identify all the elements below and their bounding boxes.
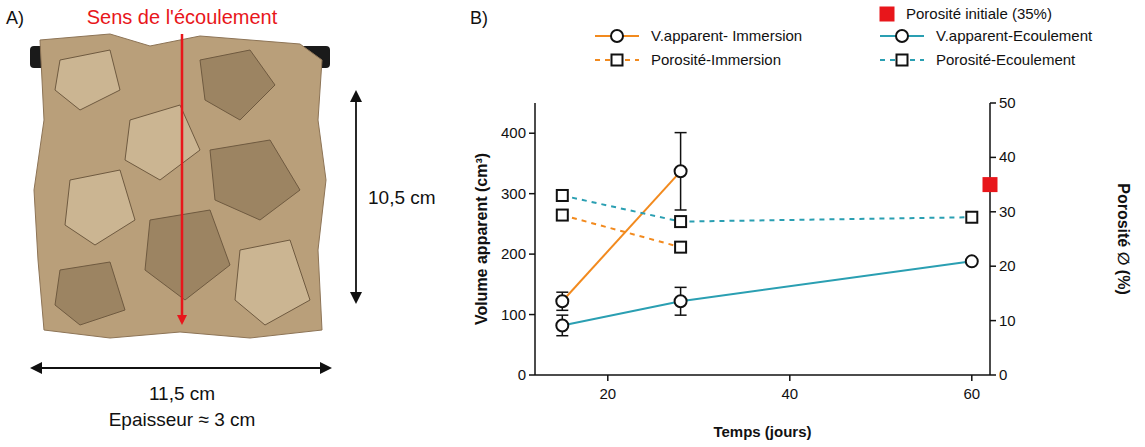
error-cap	[556, 310, 568, 312]
series-line	[562, 171, 680, 301]
x-axis-line	[535, 374, 990, 376]
y-tick	[529, 193, 535, 195]
legend-marker	[897, 55, 908, 66]
rock	[145, 210, 230, 300]
y2-tick-label: 0	[999, 366, 1007, 383]
y-tick-label: 300	[501, 185, 526, 202]
data-point	[966, 255, 978, 267]
y-tick	[529, 253, 535, 255]
legend-marker	[612, 55, 623, 66]
rock	[55, 50, 120, 110]
error-bar	[556, 292, 568, 310]
y2-tick	[990, 265, 996, 267]
rock	[55, 262, 125, 325]
rock	[125, 105, 200, 180]
error-cap	[675, 287, 687, 289]
y2-tick	[990, 102, 996, 104]
data-point	[675, 242, 686, 253]
rock	[210, 140, 300, 220]
error-bar	[556, 315, 568, 336]
thickness-label: Epaisseur ≈ 3 cm	[109, 409, 256, 430]
series-line	[562, 261, 972, 325]
data-point	[557, 190, 568, 201]
x-tick-label: 40	[781, 385, 798, 402]
error-cap	[556, 291, 568, 293]
legend-label: V.apparent-Ecoulement	[936, 27, 1093, 44]
data-point	[557, 210, 568, 221]
legend-marker	[881, 8, 894, 21]
x-axis-title: Temps (jours)	[713, 423, 811, 440]
y2-tick	[990, 157, 996, 159]
legend-label: Porosité-Immersion	[651, 51, 781, 68]
error-bar	[675, 133, 687, 210]
rock	[65, 170, 135, 245]
series-line	[562, 215, 680, 247]
y2-tick-label: 20	[999, 257, 1016, 274]
x-tick-label: 20	[599, 385, 616, 402]
rock	[200, 50, 275, 120]
error-bar	[675, 287, 687, 315]
data-point	[675, 165, 687, 177]
y2-tick	[990, 211, 996, 213]
data-point	[984, 178, 997, 191]
data-point	[675, 216, 686, 227]
y2-tick-label: 50	[999, 94, 1016, 111]
legend-label: Porosité-Ecoulement	[936, 51, 1076, 68]
y-axis-line	[534, 103, 536, 375]
rock	[235, 240, 310, 325]
x-tick	[971, 375, 973, 381]
error-cap	[675, 132, 687, 134]
y2-tick-label: 10	[999, 312, 1016, 329]
legend-marker	[896, 30, 908, 42]
legend: V.apparent- Immersion Porosité-Immersion V…	[595, 5, 1093, 68]
x-tick	[789, 375, 791, 381]
y-axis-title: Volume apparent (cm³)	[473, 153, 490, 325]
height-label: 10,5 cm	[368, 187, 436, 208]
error-cap	[556, 335, 568, 337]
plot-data	[556, 133, 996, 336]
y-tick	[529, 374, 535, 376]
y-tick-label: 0	[518, 366, 526, 383]
x-tick	[607, 375, 609, 381]
y-tick-label: 200	[501, 245, 526, 262]
panel-letter: B)	[470, 8, 488, 28]
height-arrow	[355, 92, 357, 302]
data-point	[966, 212, 977, 223]
y2-axis-line	[989, 103, 991, 375]
flow-arrow	[181, 34, 184, 322]
y2-axis-title: Porosité ∅ (%)	[1115, 183, 1132, 295]
data-point	[556, 319, 568, 331]
legend-marker	[611, 30, 623, 42]
panel-letter: A)	[6, 8, 24, 28]
axes: 20 40 60 0 100 200 300 400 0 10 20 30 40 50	[501, 94, 1016, 402]
data-point	[556, 295, 568, 307]
y-tick	[529, 132, 535, 134]
y2-tick	[990, 374, 996, 376]
y-tick	[529, 314, 535, 316]
error-cap	[556, 314, 568, 316]
data-point	[675, 295, 687, 307]
legend-label: Porosité initiale (35%)	[906, 5, 1052, 22]
width-arrow	[32, 367, 330, 369]
sample-photo	[30, 34, 330, 338]
flow-label: Sens de l'écoulement	[87, 6, 278, 28]
error-cap	[675, 314, 687, 316]
figure: A) Sens de l'écoulement 10,5 cm 11,5 cm Epai…	[0, 0, 1145, 447]
series-line	[562, 195, 972, 221]
legend-label: V.apparent- Immersion	[651, 27, 802, 44]
error-cap	[675, 209, 687, 211]
x-tick-label: 60	[963, 385, 980, 402]
width-label: 11,5 cm	[149, 383, 215, 404]
y-tick-label: 100	[501, 306, 526, 323]
y2-tick-label: 30	[999, 203, 1016, 220]
y-tick-label: 400	[501, 124, 526, 141]
y2-tick	[990, 320, 996, 322]
y2-tick-label: 40	[999, 148, 1016, 165]
sample-body	[34, 34, 326, 338]
